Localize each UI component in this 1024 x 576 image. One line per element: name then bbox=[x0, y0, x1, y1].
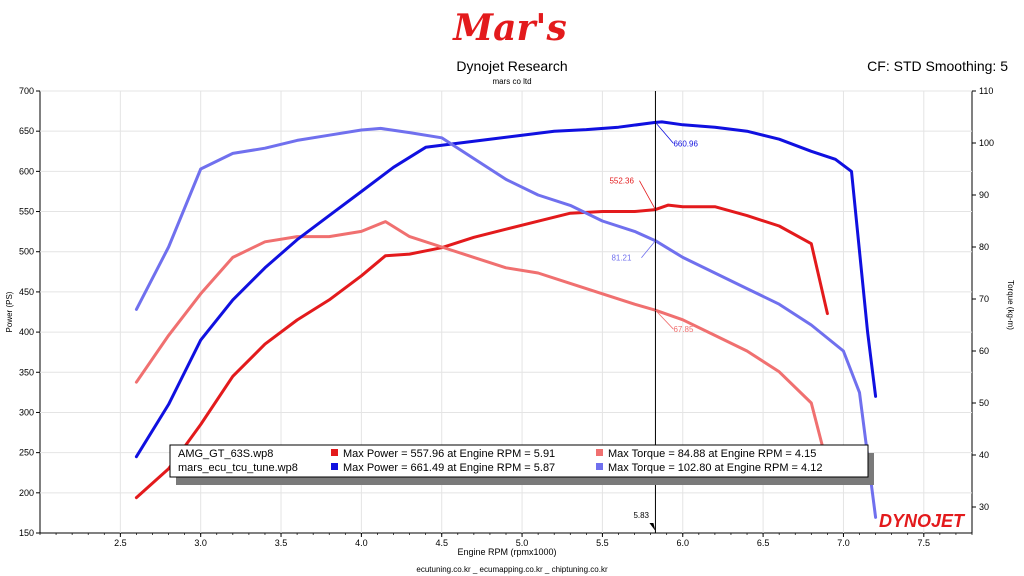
x-tick-label: 5.0 bbox=[516, 538, 529, 548]
legend-power-0: Max Power = 557.96 at Engine RPM = 5.91 bbox=[343, 448, 555, 460]
x-tick-label: 6.5 bbox=[757, 538, 770, 548]
point-label-leader bbox=[655, 122, 674, 144]
dynojet-logo: DYNOJET bbox=[879, 511, 966, 531]
y-right-tick-label: 60 bbox=[979, 346, 989, 356]
legend-swatch-power-0 bbox=[331, 449, 338, 456]
y-right-tick-label: 50 bbox=[979, 398, 989, 408]
x-tick-label: 4.0 bbox=[355, 538, 368, 548]
y-left-tick-label: 350 bbox=[19, 367, 34, 377]
legend-swatch-torque-1 bbox=[596, 463, 603, 470]
y-right-tick-label: 90 bbox=[979, 190, 989, 200]
legend-swatch-power-1 bbox=[331, 463, 338, 470]
footer-links: ecutuning.co.kr _ ecumapping.co.kr _ chi… bbox=[416, 565, 608, 574]
y-left-tick-label: 700 bbox=[19, 86, 34, 96]
point-label: 552.36 bbox=[609, 177, 634, 186]
y-left-tick-label: 600 bbox=[19, 166, 34, 176]
y-left-tick-label: 550 bbox=[19, 207, 34, 217]
point-label: 81.21 bbox=[611, 254, 632, 263]
x-tick-label: 3.5 bbox=[275, 538, 288, 548]
chart-subtitle: mars co ltd bbox=[492, 77, 531, 86]
y-right-tick-label: 100 bbox=[979, 138, 994, 148]
y-right-axis-label: Torque (kg-m) bbox=[1006, 280, 1015, 330]
cursor-label: 5.83 bbox=[633, 511, 649, 520]
legend-power-1: Max Power = 661.49 at Engine RPM = 5.87 bbox=[343, 462, 555, 474]
y-right-tick-label: 80 bbox=[979, 242, 989, 252]
y-right-tick-label: 110 bbox=[979, 86, 993, 96]
y-right-tick-label: 40 bbox=[979, 450, 989, 460]
y-left-tick-label: 150 bbox=[19, 528, 34, 538]
point-label-leader bbox=[641, 240, 656, 258]
x-tick-label: 7.0 bbox=[837, 538, 850, 548]
y-left-tick-label: 650 bbox=[19, 126, 34, 136]
cursor-arrow bbox=[649, 523, 656, 531]
x-tick-label: 5.5 bbox=[596, 538, 609, 548]
x-tick-label: 2.5 bbox=[114, 538, 127, 548]
y-left-tick-label: 200 bbox=[19, 488, 34, 498]
y-left-tick-label: 450 bbox=[19, 287, 34, 297]
legend-torque-0: Max Torque = 84.88 at Engine RPM = 4.15 bbox=[608, 448, 816, 460]
y-right-tick-label: 30 bbox=[979, 502, 989, 512]
point-label: 660.96 bbox=[673, 139, 698, 148]
x-tick-label: 3.0 bbox=[194, 538, 207, 548]
x-tick-label: 4.5 bbox=[435, 538, 448, 548]
y-left-tick-label: 500 bbox=[19, 247, 34, 257]
series-line-3 bbox=[134, 126, 878, 519]
x-axis-label: Engine RPM (rpmx1000) bbox=[457, 547, 556, 557]
chart-title: Dynojet Research bbox=[456, 58, 567, 74]
point-label: 67.85 bbox=[673, 325, 694, 334]
legend-torque-1: Max Torque = 102.80 at Engine RPM = 4.12 bbox=[608, 462, 822, 474]
legend-file-0: AMG_GT_63S.wp8 bbox=[178, 448, 273, 460]
y-left-tick-label: 250 bbox=[19, 448, 34, 458]
point-label-leader bbox=[655, 309, 674, 330]
y-left-axis-label: Power (PS) bbox=[5, 291, 14, 332]
y-left-tick-label: 400 bbox=[19, 327, 34, 337]
axis-ticks: 150 200 250 300 350 400 450 500 550 600 650 700 2.5 3… bbox=[19, 86, 994, 548]
legend-swatch-torque-0 bbox=[596, 449, 603, 456]
mars-logo: Mar's bbox=[451, 7, 566, 49]
cf-smoothing-info: CF: STD Smoothing: 5 bbox=[867, 58, 1008, 74]
series-line-2 bbox=[134, 120, 878, 459]
point-label-leader bbox=[639, 180, 656, 210]
x-tick-label: 7.5 bbox=[918, 538, 931, 548]
legend-file-1: mars_ecu_tcu_tune.wp8 bbox=[178, 462, 298, 474]
x-tick-label: 6.0 bbox=[677, 538, 690, 548]
point-labels: 552.36 67.85 660.96 81.21 bbox=[609, 122, 698, 334]
series-lines bbox=[134, 120, 878, 519]
y-left-tick-label: 300 bbox=[19, 407, 34, 417]
y-right-tick-label: 70 bbox=[979, 294, 989, 304]
series-line-0 bbox=[134, 203, 829, 500]
legend: AMG_GT_63S.wp8 Max Power = 557.96 at Eng… bbox=[169, 444, 874, 485]
series-line-1 bbox=[134, 220, 829, 467]
legend-box bbox=[169, 444, 869, 478]
